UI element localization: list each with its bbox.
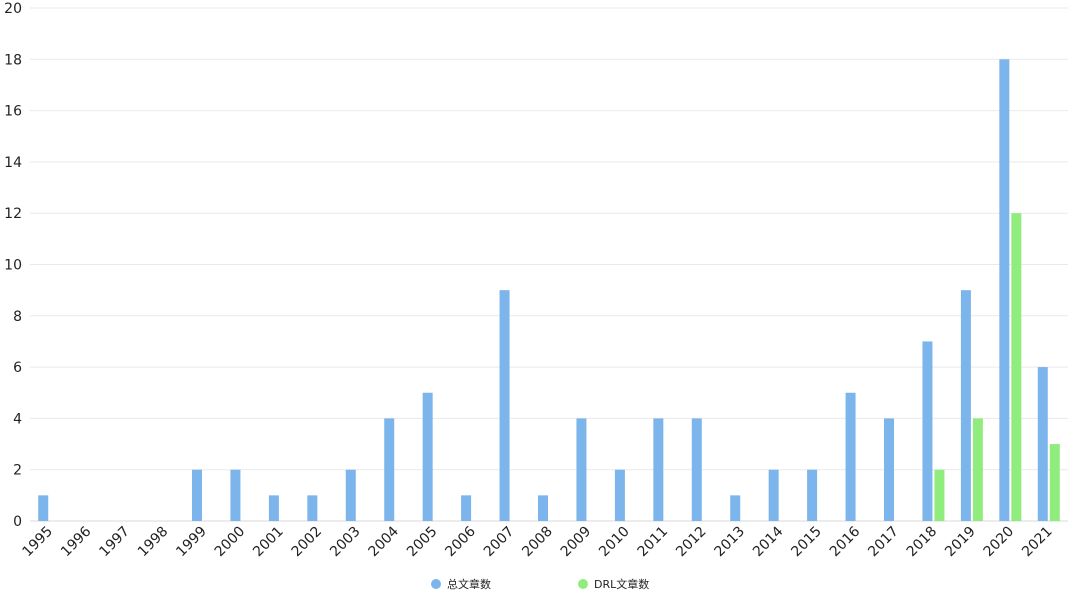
x-tick-label: 2014 [750, 523, 787, 560]
bar-total-2005[interactable] [422, 392, 433, 521]
bar-drl-2021[interactable] [1049, 444, 1060, 521]
y-tick-label: 8 [13, 309, 22, 325]
bar-total-2009[interactable] [576, 418, 587, 521]
bar-total-2020[interactable] [999, 59, 1010, 522]
x-tick-label: 2020 [981, 524, 1018, 561]
y-tick-label: 12 [4, 206, 22, 222]
bar-total-2013[interactable] [730, 495, 741, 521]
bar-total-2017[interactable] [884, 418, 894, 521]
y-tick-label: 4 [13, 411, 22, 427]
legend-label: DRL文章数 [594, 577, 649, 591]
bar-total-2018[interactable] [922, 341, 933, 521]
x-tick-label: 1998 [135, 524, 172, 561]
y-axis-tick-labels: 0 2 4 6 8 10 12 14 16 18 20 [4, 1, 22, 530]
x-tick-label: 2000 [212, 524, 249, 561]
bar-total-2000[interactable] [230, 469, 241, 521]
x-tick-label: 2007 [481, 524, 518, 561]
x-tick-label: 2004 [366, 523, 403, 560]
y-tick-label: 16 [4, 104, 22, 120]
legend[interactable]: 总文章数 DRL文章数 [431, 577, 649, 591]
x-tick-label: 2021 [1019, 524, 1056, 561]
x-tick-label: 2002 [289, 524, 326, 561]
bar-total-2006[interactable] [461, 495, 472, 521]
x-tick-label: 2009 [558, 524, 595, 561]
x-tick-label: 2003 [327, 524, 364, 561]
x-tick-label: 2001 [250, 524, 287, 561]
bar-total-2011[interactable] [653, 418, 664, 521]
bar-total-2012[interactable] [691, 418, 702, 521]
bar-total-2015[interactable] [807, 469, 818, 521]
bar-drl-2020[interactable] [1011, 213, 1022, 521]
y-tick-label: 2 [13, 463, 22, 479]
bar-total-2007[interactable] [499, 290, 510, 521]
x-axis-tick-labels: 1995 1996 1997 1998 1999 2000 2001 2002 2003 2004… [20, 523, 1056, 560]
x-tick-label: 2016 [827, 523, 864, 560]
legend-marker [431, 579, 441, 589]
grid-lines [30, 7, 1068, 522]
bar-total-2004[interactable] [384, 418, 395, 521]
x-tick-label: 1996 [58, 523, 95, 560]
y-tick-label: 20 [4, 1, 22, 17]
bar-total-2001[interactable] [268, 495, 279, 521]
x-tick-label: 2017 [865, 524, 902, 561]
bar-total-2010[interactable] [614, 469, 625, 521]
x-tick-label: 2011 [635, 524, 672, 561]
y-tick-label: 6 [13, 360, 22, 376]
x-tick-label: 2019 [942, 524, 979, 561]
x-tick-label: 2015 [788, 524, 825, 561]
x-tick-label: 1999 [173, 524, 210, 561]
y-tick-label: 18 [4, 52, 22, 68]
bar-total-1999[interactable] [192, 469, 202, 521]
x-tick-label: 2018 [904, 524, 941, 561]
bar-drl-2019[interactable] [972, 418, 983, 521]
bar-drl-2018[interactable] [934, 469, 945, 521]
bar-total-2014[interactable] [768, 469, 779, 521]
bar-total-2016[interactable] [845, 392, 856, 521]
bar-total-2021[interactable] [1037, 367, 1048, 521]
bar-total-1995[interactable] [38, 495, 49, 521]
x-tick-label: 2013 [712, 524, 749, 561]
legend-item-total[interactable]: 总文章数 [431, 577, 491, 591]
y-tick-label: 14 [4, 155, 22, 171]
bar-total-2002[interactable] [307, 495, 318, 521]
x-tick-label: 2012 [673, 524, 710, 561]
bar-total-2008[interactable] [538, 495, 548, 521]
bars [38, 59, 1060, 522]
y-tick-label: 10 [4, 258, 22, 274]
y-tick-label: 0 [13, 514, 22, 530]
x-tick-label: 2008 [519, 524, 556, 561]
legend-label: 总文章数 [447, 577, 491, 591]
legend-item-drl[interactable]: DRL文章数 [578, 577, 649, 591]
bar-total-2019[interactable] [960, 290, 971, 521]
legend-marker [578, 579, 588, 589]
x-tick-label: 1997 [96, 524, 133, 561]
x-tick-label: 2010 [596, 524, 633, 561]
x-tick-label: 1995 [20, 524, 57, 561]
bar-total-2003[interactable] [345, 469, 356, 521]
x-tick-label: 2005 [404, 524, 441, 561]
x-tick-label: 2006 [442, 523, 479, 560]
